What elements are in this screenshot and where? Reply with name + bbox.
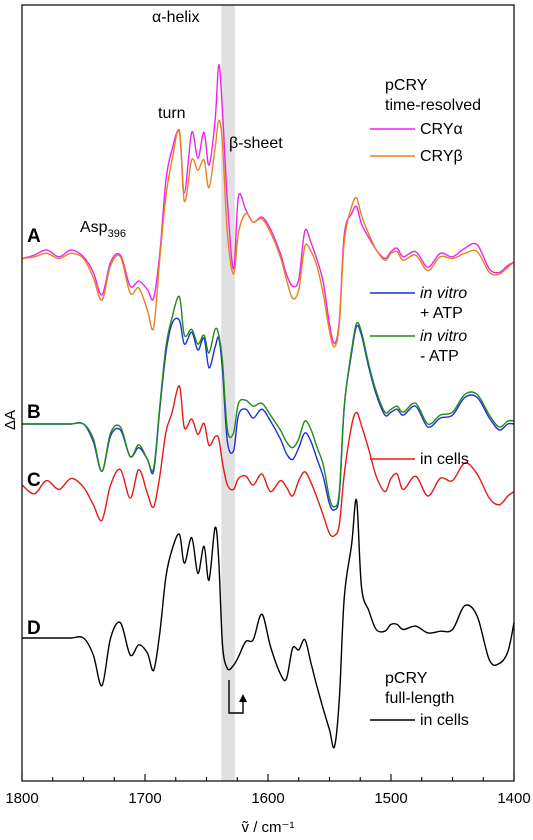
legend-in-vitro-minus-2: - ATP — [420, 348, 459, 365]
annotation-turn: turn — [158, 105, 186, 122]
annotation-asp: Asp396 — [80, 219, 126, 240]
panel-label-A: A — [27, 226, 41, 247]
legend-cry-alpha: CRYα — [420, 121, 463, 138]
legend-in-vitro-plus-2: + ATP — [420, 305, 463, 322]
x-tick-label: 1600 — [251, 790, 284, 807]
series-line-D-5 — [21, 498, 515, 749]
series-line-A-1 — [21, 119, 515, 348]
x-axis-ticks: 1800 1700 1600 1500 1400 — [5, 774, 531, 807]
x-axis-label: ṽ / cm⁻¹ — [242, 819, 295, 836]
legend-A-title-2: time-resolved — [385, 97, 481, 114]
x-tick-label: 1400 — [497, 790, 530, 807]
shift-arrow-icon — [228, 680, 244, 714]
annotation-beta-sheet: β-sheet — [229, 135, 283, 152]
panel-label-C: C — [27, 470, 41, 491]
panel-label-B: B — [27, 402, 41, 423]
series-line-C-4 — [21, 385, 515, 538]
legend-A-title-1: pCRY — [385, 77, 428, 94]
panel-label-D: D — [27, 618, 41, 639]
legend-in-cells: in cells — [420, 451, 469, 468]
legend-D-title-2: full-length — [385, 690, 454, 707]
series-line-A-0 — [21, 64, 515, 345]
series-layer — [21, 64, 515, 749]
legend-D-title-1: pCRY — [385, 670, 428, 687]
legend-in-vitro-minus-1: in vitro — [420, 328, 467, 345]
shift-arrow-head-icon — [239, 694, 247, 702]
y-axis-label: ΔA — [2, 410, 19, 430]
x-tick-label: 1700 — [128, 790, 161, 807]
legend-in-vitro-plus-1: in vitro — [420, 285, 467, 302]
legend-cry-beta: CRYβ — [420, 148, 463, 165]
x-tick-label: 1500 — [374, 790, 407, 807]
legend-full-length-in-cells: in cells — [420, 712, 469, 729]
x-tick-label: 1800 — [5, 790, 38, 807]
series-line-B-3 — [22, 295, 515, 508]
annotation-alpha-helix: α-helix — [152, 9, 199, 26]
